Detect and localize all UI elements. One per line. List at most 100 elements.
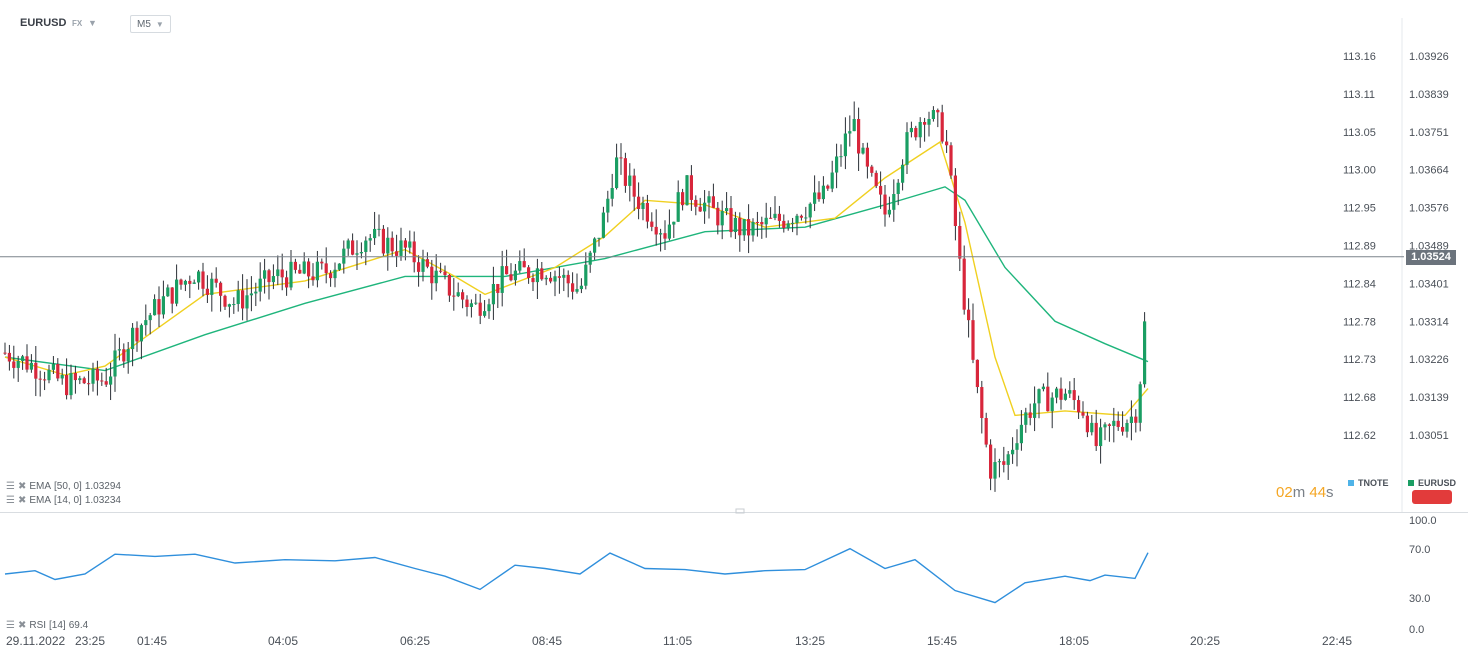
close-icon[interactable]: ✖ (17, 495, 27, 506)
candle-body (219, 282, 223, 296)
settings-icon[interactable]: ☰ (6, 620, 15, 631)
candle-body (161, 296, 165, 315)
close-icon[interactable]: ✖ (17, 481, 27, 492)
close-icon[interactable]: ✖ (17, 620, 27, 631)
x-tick-label: 22:45 (1322, 634, 1352, 648)
x-axis: 29.11.2022 23:25 01:45 04:05 06:25 08:45 11:05… (6, 634, 1352, 648)
settings-icon[interactable]: ☰ (6, 495, 15, 506)
candle-body (940, 112, 944, 142)
timeframe-selector[interactable]: M5 ▼ (130, 15, 171, 33)
candle-body (333, 269, 337, 279)
candle-body (324, 263, 328, 274)
indicator-name: EMA (29, 481, 52, 492)
candle-body (601, 212, 605, 238)
candle-body (487, 304, 491, 312)
candle-body (984, 418, 988, 445)
rsi-tick-label: 30.0 (1409, 593, 1430, 605)
candle-body (755, 221, 759, 223)
indicator-ema14[interactable]: ☰ ✖ EMA [14, 0] 1.03234 (6, 495, 121, 506)
candle-body (241, 290, 245, 309)
candle-body (483, 311, 487, 316)
candle-body (769, 217, 773, 219)
candle-body (258, 278, 262, 292)
panel-resize-handle[interactable] (735, 508, 745, 514)
candle-body (474, 302, 478, 304)
candle-body (830, 172, 834, 189)
candle-body (742, 219, 746, 236)
ema50-series (4, 186, 1149, 372)
candle-body (835, 156, 839, 173)
candle-body (681, 192, 685, 206)
candle-body (337, 263, 341, 270)
candle-body (82, 378, 86, 384)
candle-body (390, 237, 394, 252)
candle-body (210, 278, 214, 295)
alert-badge[interactable] (1412, 490, 1452, 504)
candle-body (399, 240, 403, 256)
y-tick-label: 1.03401 (1409, 278, 1449, 290)
legend-eurusd[interactable]: EURUSD (1408, 478, 1456, 488)
candle-body (25, 356, 29, 370)
candle-body (843, 133, 847, 157)
legend-tnote[interactable]: TNOTE (1348, 478, 1389, 488)
candle-body (175, 279, 179, 304)
candle-body (1019, 424, 1023, 444)
candle-body (1107, 424, 1111, 426)
candle-body (883, 194, 887, 215)
candle-body (223, 295, 227, 307)
y-tick-label-secondary: 112.78 (1343, 316, 1376, 328)
candle-body (958, 226, 962, 259)
candle-body (685, 175, 689, 206)
candle-body (720, 211, 724, 226)
y-axis-right: 1.03926 1.03839 1.03751 1.03664 1.03576 1.034… (1409, 51, 1449, 442)
candle-body (689, 175, 693, 200)
candle-body (575, 289, 579, 292)
candle-body (113, 350, 117, 377)
candle-body (298, 269, 302, 274)
y-tick-label-secondary: 113.16 (1343, 51, 1376, 63)
candle-body (839, 156, 843, 158)
candle-body (267, 270, 271, 283)
candle-body (553, 276, 557, 282)
symbol-selector[interactable]: EURUSD (20, 17, 67, 29)
y-tick-label-secondary: 113.05 (1343, 127, 1376, 139)
candle-body (782, 220, 786, 229)
rsi-line (4, 547, 1149, 604)
settings-icon[interactable]: ☰ (6, 481, 15, 492)
candle-body (676, 192, 680, 222)
candle-body (157, 299, 161, 315)
y-tick-label-secondary: 113.00 (1343, 165, 1376, 177)
indicator-rsi[interactable]: ☰ ✖ RSI [14] 69.4 (6, 620, 88, 631)
candle-body (667, 224, 671, 239)
candle-body (1138, 384, 1142, 423)
rsi-tick-label: 70.0 (1409, 544, 1430, 556)
indicator-ema50[interactable]: ☰ ✖ EMA [50, 0] 1.03294 (6, 481, 121, 492)
candle-body (320, 261, 324, 264)
candle-body (439, 270, 443, 272)
candle-body (69, 373, 73, 396)
candle-body (245, 295, 249, 309)
y-tick-label: 1.03576 (1409, 203, 1449, 215)
candle-body (56, 364, 60, 379)
candle-body (848, 131, 852, 134)
candle-body (307, 261, 311, 277)
chevron-down-icon[interactable]: ▼ (88, 18, 97, 28)
candle-body (975, 359, 979, 388)
candle-body (153, 299, 157, 316)
candle-body (997, 461, 1001, 463)
candle-body (808, 203, 812, 218)
candle-body (707, 196, 711, 203)
candle-body (461, 292, 465, 300)
candle-body (967, 309, 971, 321)
candle-body (364, 240, 368, 253)
candle-body (1050, 397, 1054, 412)
candle-body (760, 222, 764, 225)
candle-body (1116, 420, 1120, 427)
candle-body (606, 198, 610, 213)
candle-body (1006, 454, 1010, 465)
candle-body (659, 233, 663, 235)
candle-body (1143, 321, 1147, 385)
candle-body (249, 293, 253, 296)
candle-body (522, 261, 526, 268)
